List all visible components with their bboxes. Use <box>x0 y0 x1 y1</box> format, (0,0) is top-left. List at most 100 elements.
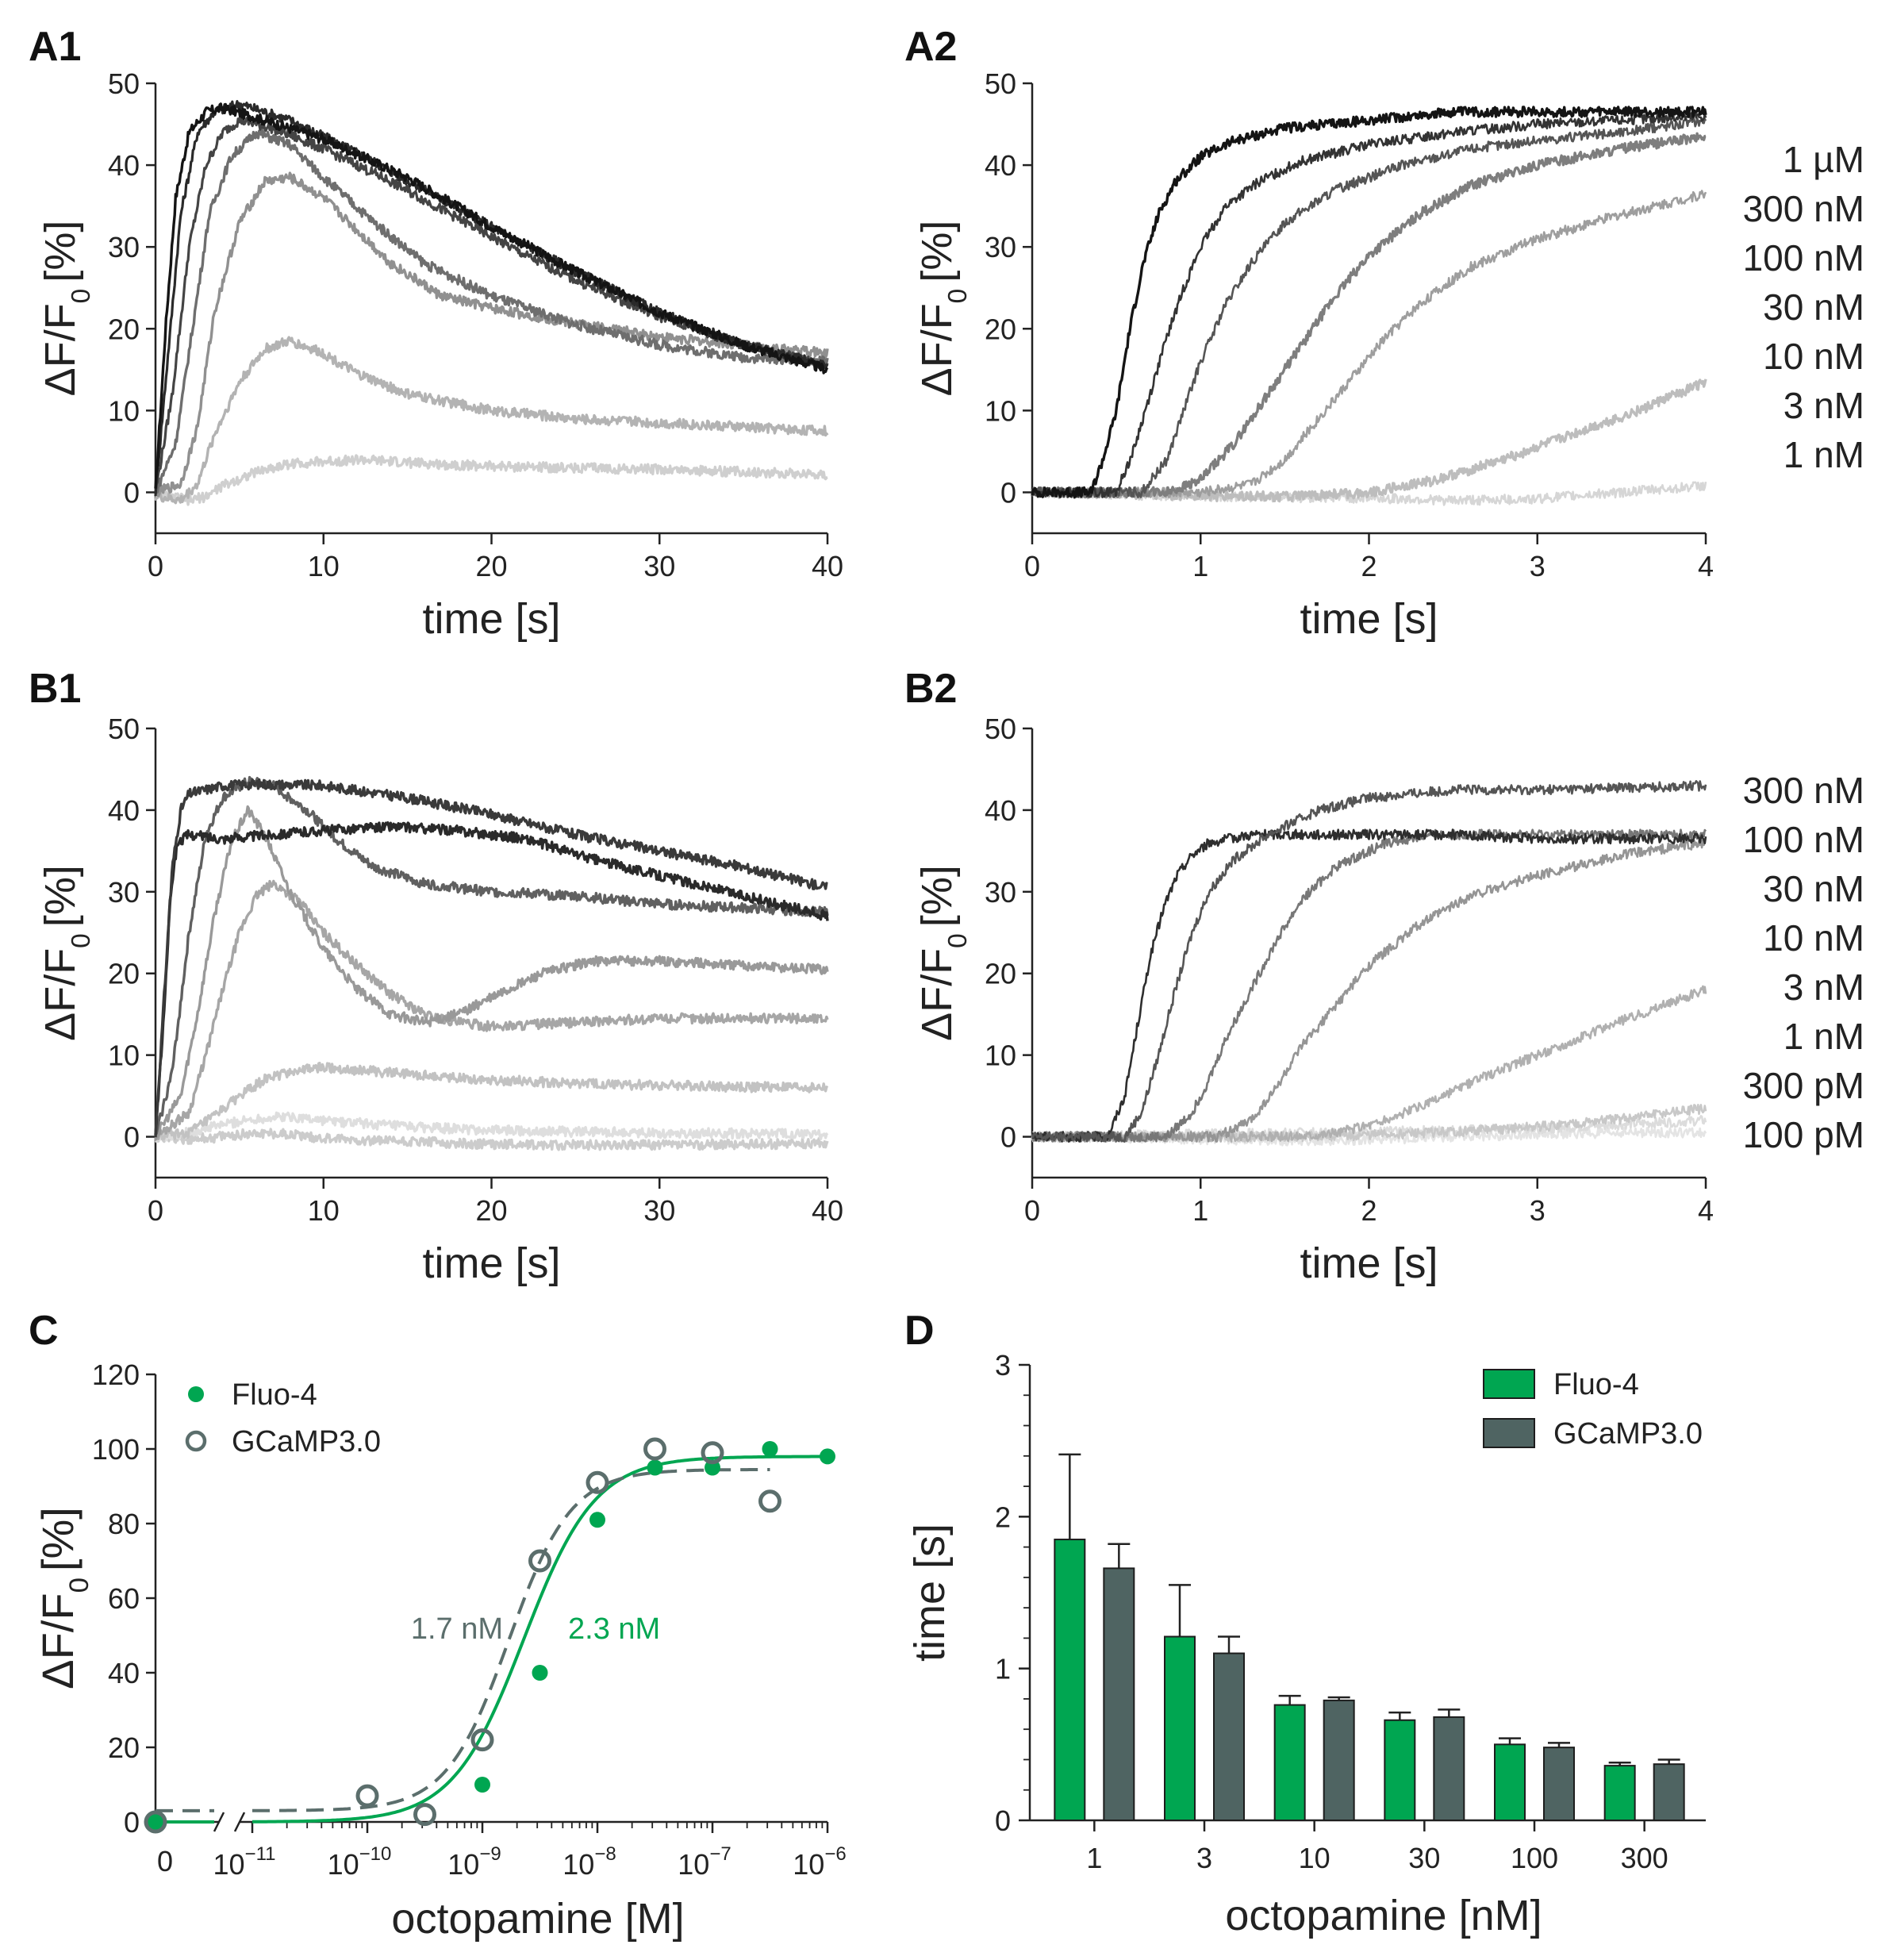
y-tick-label: 20 <box>108 1731 140 1764</box>
y-title-main: ΔF/F <box>913 303 961 396</box>
data-point-gcamp <box>528 1549 551 1573</box>
data-point-fluo4 <box>647 1459 663 1476</box>
x-tick-base: 10 <box>328 1848 359 1881</box>
trace-300nm <box>1031 780 1707 1143</box>
data-point-gcamp <box>643 1437 666 1461</box>
trace-30nm <box>1031 132 1707 499</box>
data-point-fluo4 <box>820 1448 835 1465</box>
concentration-label: 30 nM <box>1763 286 1864 328</box>
x-tick-label: 4 <box>1698 1194 1714 1227</box>
y-axis-title-text: ΔF/F0 [%] <box>36 221 96 397</box>
trace-100nm <box>1031 116 1707 498</box>
data-point-fluo4 <box>148 1814 163 1830</box>
y-tick-label: 30 <box>108 876 140 909</box>
y-tick-label: 40 <box>108 1657 140 1689</box>
y-title-subscript: 0 <box>943 933 973 948</box>
x-tick-exponent: −7 <box>709 1843 731 1865</box>
concentration-label: 300 pM <box>1743 1065 1864 1106</box>
trace-1nm <box>154 454 828 506</box>
trace-1nm <box>154 1062 829 1141</box>
trace-100nm <box>1031 828 1707 1143</box>
y-tick-label: 120 <box>92 1359 140 1391</box>
y-tick-label: 50 <box>985 713 1016 745</box>
y-tick-label: 50 <box>108 713 140 745</box>
x-tick-label: 1 <box>1192 550 1208 582</box>
y-tick-label: 10 <box>985 1040 1016 1072</box>
bar-fluo4 <box>1054 1539 1086 1821</box>
y-tick-label: 0 <box>124 1121 140 1154</box>
x-axis-title: octopamine [M] <box>391 1895 684 1943</box>
y-tick-label: 40 <box>108 149 140 182</box>
y-tick-label: 40 <box>985 794 1016 827</box>
x-axis-title: time [s] <box>422 595 560 643</box>
y-axis-title: time [s] <box>906 1524 954 1662</box>
x-tick-exponent: −9 <box>479 1843 501 1865</box>
x-tick-base: 10 <box>447 1848 479 1881</box>
bar-gcamp <box>1213 1652 1245 1822</box>
concentration-label: 300 nM <box>1743 188 1864 229</box>
trace-1m <box>154 102 829 489</box>
x-tick-label: 10 <box>308 1194 340 1227</box>
concentration-label: 10 nM <box>1763 336 1864 377</box>
x-axis-title: octopamine [nM] <box>1225 1892 1542 1939</box>
y-title-main: ΔF/F <box>36 948 84 1041</box>
panel-label: C <box>29 1308 59 1354</box>
y-tick-label: 20 <box>985 958 1016 990</box>
y-axis-title-text: ΔF/F0 [%] <box>36 865 96 1041</box>
trace-3nm <box>154 336 829 505</box>
y-tick-label: 10 <box>108 394 140 427</box>
y-tick-label: 40 <box>985 149 1016 182</box>
y-axis-title: ΔF/F0 [%] <box>913 221 973 397</box>
x-tick-label: 10 <box>308 550 340 582</box>
data-point-gcamp <box>355 1784 379 1808</box>
x-tick-label: 3 <box>1530 550 1546 582</box>
bar-gcamp <box>1543 1747 1575 1821</box>
concentration-label: 100 pM <box>1743 1114 1864 1155</box>
x-tick-label: 20 <box>475 1194 507 1227</box>
ec50-label-gcamp: 1.7 nM <box>411 1612 503 1646</box>
legend-marker-fluo4 <box>188 1386 204 1402</box>
y-title-main: ΔF/F <box>36 303 84 396</box>
x-axis-title: time [s] <box>1300 1239 1438 1287</box>
concentration-label: 3 nM <box>1784 385 1864 426</box>
y-title-subscript: 0 <box>67 289 96 304</box>
y-title-subscript: 0 <box>67 933 96 948</box>
y-tick-label: 50 <box>985 67 1016 100</box>
y-tick-label: 3 <box>995 1349 1011 1382</box>
x-tick-label: 10−8 <box>563 1843 616 1881</box>
bar-fluo4 <box>1384 1719 1416 1821</box>
trace-10nm <box>1031 837 1707 1143</box>
bar-fluo4 <box>1164 1635 1196 1821</box>
y-tick-label: 80 <box>108 1508 140 1540</box>
x-tick-label: 1 <box>1192 1194 1208 1227</box>
trace-100pm <box>154 1128 829 1151</box>
x-tick-label: 10−9 <box>447 1843 501 1881</box>
y-tick-label: 30 <box>985 231 1016 263</box>
x-tick-exponent: −8 <box>594 1843 616 1865</box>
x-axis-title: time [s] <box>1300 595 1438 643</box>
x-tick-label: 2 <box>1361 550 1377 582</box>
x-tick-exponent: −6 <box>824 1843 846 1865</box>
x-tick-label: 4 <box>1698 550 1714 582</box>
y-tick-label: 60 <box>108 1582 140 1615</box>
x-tick-label: 3 <box>1530 1194 1546 1227</box>
concentration-label: 100 nM <box>1743 237 1864 279</box>
legend-label-gcamp: GCaMP3.0 <box>1553 1417 1703 1451</box>
trace-300pm <box>154 1111 829 1142</box>
concentration-label: 30 nM <box>1763 868 1864 909</box>
y-tick-label: 1 <box>995 1653 1011 1685</box>
trace-100nm <box>154 821 829 1136</box>
x-tick-base: 10 <box>563 1848 594 1881</box>
x-tick-label: 10−6 <box>793 1843 846 1881</box>
concentration-label: 1 µM <box>1783 139 1864 180</box>
bar-gcamp <box>1653 1763 1685 1822</box>
concentration-label: 1 nM <box>1784 1016 1864 1057</box>
x-tick-label: 0 <box>1024 550 1040 582</box>
x-tick-label: 30 <box>1408 1842 1440 1874</box>
data-point-gcamp <box>758 1489 781 1513</box>
data-point-fluo4 <box>589 1512 605 1528</box>
y-tick-label: 30 <box>108 231 140 263</box>
concentration-label: 1 nM <box>1784 434 1864 475</box>
y-title-main: ΔF/F <box>33 1593 83 1689</box>
x-tick-label: 100 <box>1511 1842 1558 1874</box>
